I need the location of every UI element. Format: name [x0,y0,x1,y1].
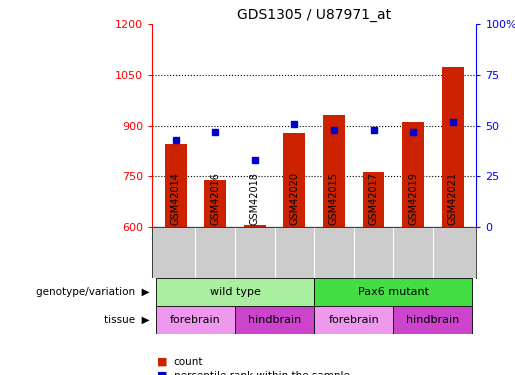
Bar [442,67,464,227]
Text: Pax6 mutant: Pax6 mutant [358,286,429,297]
Bar [314,306,393,334]
Bar [402,122,424,227]
Bar [156,306,235,334]
Bar [235,306,314,334]
Bar [393,306,472,334]
Bar [363,172,384,227]
Title: GDS1305 / U87971_at: GDS1305 / U87971_at [237,8,391,22]
Bar [244,225,266,227]
Text: forebrain: forebrain [329,315,379,325]
Bar [156,278,314,306]
Text: forebrain: forebrain [170,315,221,325]
Text: ■: ■ [157,357,167,367]
Bar [165,144,186,227]
Text: percentile rank within the sample: percentile rank within the sample [174,371,350,375]
Text: ■: ■ [157,371,167,375]
Bar [204,180,226,227]
Text: hindbrain: hindbrain [248,315,301,325]
Bar [323,116,345,227]
Bar [283,133,305,227]
Text: hindbrain: hindbrain [406,315,459,325]
Text: genotype/variation  ▶: genotype/variation ▶ [36,286,149,297]
Bar [314,278,472,306]
Text: count: count [174,357,203,367]
Text: wild type: wild type [210,286,261,297]
Text: tissue  ▶: tissue ▶ [104,315,149,325]
